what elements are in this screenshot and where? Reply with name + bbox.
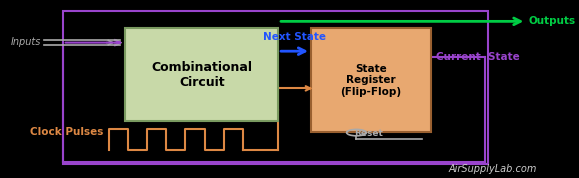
Text: State
Register
(Flip-Flop): State Register (Flip-Flop) [340, 64, 401, 97]
Text: Clock Pulses: Clock Pulses [30, 127, 104, 137]
Text: AirSupplyLab.com: AirSupplyLab.com [449, 164, 537, 174]
FancyBboxPatch shape [126, 28, 278, 121]
Text: Combinational
Circuit: Combinational Circuit [151, 61, 252, 89]
Text: Next State: Next State [263, 32, 326, 42]
Text: Outputs: Outputs [529, 16, 576, 26]
Text: Inputs: Inputs [11, 37, 41, 47]
Text: Reset: Reset [354, 129, 383, 138]
Text: Current  State: Current State [436, 52, 520, 62]
FancyBboxPatch shape [311, 28, 431, 132]
